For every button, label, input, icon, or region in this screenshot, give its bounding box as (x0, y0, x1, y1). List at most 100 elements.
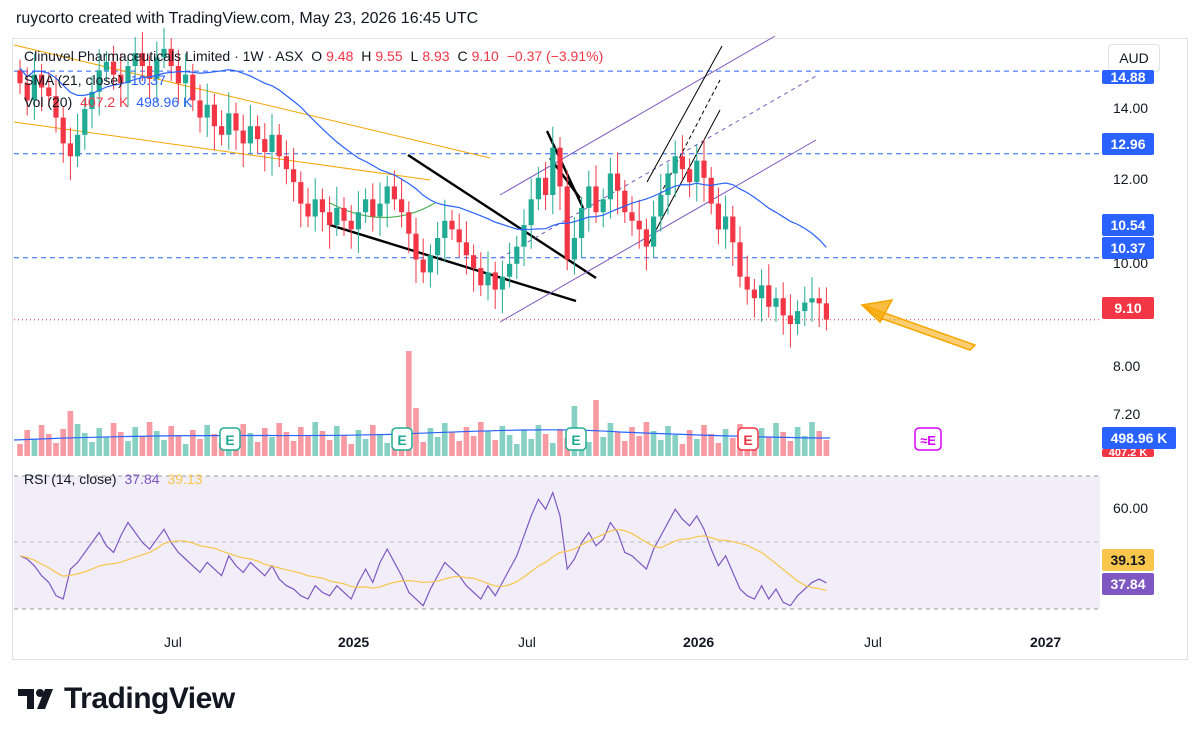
earnings-marker-label: E (571, 432, 580, 448)
future-earnings-label: ≈E (920, 433, 936, 448)
volume-bar (341, 435, 347, 456)
volume-bar (679, 444, 686, 456)
candle-body (773, 298, 779, 307)
volume-bar (161, 440, 167, 456)
candle-body (622, 190, 628, 213)
candle-body (247, 126, 253, 144)
candle-body (391, 186, 397, 200)
volume-bar (17, 444, 23, 456)
candle-body (636, 220, 642, 230)
volume-bar (722, 429, 729, 456)
candle-body (492, 272, 498, 290)
price-axis-label: 8.00 (1113, 358, 1141, 374)
rsi-axis-label: 60.00 (1113, 500, 1149, 516)
candle-body (276, 134, 282, 157)
candle-body (751, 289, 757, 299)
candle-body (557, 147, 563, 187)
candle-body (233, 113, 239, 131)
volume-bar (420, 442, 426, 456)
volume-bar (672, 435, 678, 456)
volume-bar (362, 439, 369, 456)
volume-bar (269, 437, 275, 456)
volume-bar (125, 441, 131, 456)
candle-body (341, 207, 347, 221)
volume-bar (787, 441, 794, 456)
tradingview-logo-icon (18, 689, 53, 709)
volume-bar (665, 426, 671, 456)
rsi-legend[interactable]: RSI (14, close) 37.84 39.13 (24, 471, 206, 487)
channel-lower-line (499, 139, 817, 323)
symbol-name[interactable]: Clinuvel Pharmaceuticals Limited · 1W · … (24, 48, 304, 64)
chart-frame[interactable] (12, 38, 1188, 660)
volume-bar (686, 430, 693, 456)
volume-legend[interactable]: Vol (20) 407.2 K 498.96 K (24, 94, 196, 110)
volume-bar (535, 425, 542, 456)
volume-bar (766, 437, 772, 456)
currency-button[interactable]: AUD (1108, 44, 1160, 72)
pitchfork-line (647, 109, 721, 246)
time-axis-label: Jul (164, 634, 182, 650)
tradingview-logo[interactable]: TradingView (18, 682, 235, 716)
candle-body (147, 66, 153, 79)
symbol-legend[interactable]: Clinuvel Pharmaceuticals Limited · 1W · … (24, 48, 607, 64)
low-value: 8.93 (422, 48, 450, 64)
level-tag-12-96: 12.96 (1102, 133, 1154, 155)
candle-body (730, 216, 736, 243)
candle-body (406, 212, 412, 234)
volume-bar (809, 422, 815, 456)
volume-bar (204, 425, 210, 456)
candle-body (334, 207, 340, 226)
volume-bar (298, 427, 304, 456)
candle-body (103, 61, 109, 71)
earnings-marker-label: E (743, 432, 752, 448)
open-value: 9.48 (326, 48, 354, 64)
candle-body (607, 173, 613, 200)
candle-body (521, 225, 527, 247)
candle-body (226, 113, 232, 135)
orange-trendline (13, 44, 491, 159)
volume-bar (31, 439, 38, 456)
candle-body (327, 212, 333, 226)
candle-body (499, 276, 505, 290)
candle-body (319, 199, 325, 213)
candle-body (723, 216, 729, 230)
volume-ma-tag: 498.96 K (1102, 427, 1176, 449)
time-axis-label: 2025 (338, 634, 370, 650)
candle-body (478, 268, 484, 286)
change-value: −0.37 (−3.91%) (506, 48, 604, 64)
candle-body (672, 156, 678, 174)
candle-body (168, 48, 174, 66)
wedge-lower-line (329, 223, 577, 303)
volume-bar (305, 436, 311, 456)
volume-bar (780, 432, 786, 456)
volume-bar (262, 428, 268, 456)
volume-bar (384, 443, 390, 456)
volume-value: 407.2 K (80, 94, 129, 110)
volume-bar (499, 426, 506, 456)
volume-bar (348, 444, 354, 456)
candle-body (139, 53, 145, 66)
volume-bar (557, 429, 563, 456)
candle-body (651, 216, 657, 247)
volume-bar (715, 443, 722, 456)
volume-bar (643, 422, 650, 456)
last-price-tag: 9.10 (1102, 297, 1154, 319)
volume-bar (96, 428, 102, 456)
candle-body (737, 242, 743, 277)
volume-bar (139, 436, 146, 456)
sma-legend[interactable]: SMA (21, close) 10.37 (24, 72, 170, 88)
candle-body (615, 173, 621, 191)
volume-bar (276, 423, 282, 456)
low-label: L (410, 48, 419, 64)
candle-body (82, 109, 88, 135)
rsi-ma-tag: 39.13 (1102, 549, 1154, 571)
price-axis-label: 7.20 (1113, 406, 1141, 422)
candle-body (161, 48, 167, 58)
earnings-marker-label: E (397, 432, 406, 448)
volume-bar (802, 436, 808, 456)
level-tag-10-54: 10.54 (1102, 214, 1154, 236)
volume-ma-line (13, 429, 831, 441)
candle-body (708, 177, 714, 204)
candle-body (154, 57, 160, 79)
